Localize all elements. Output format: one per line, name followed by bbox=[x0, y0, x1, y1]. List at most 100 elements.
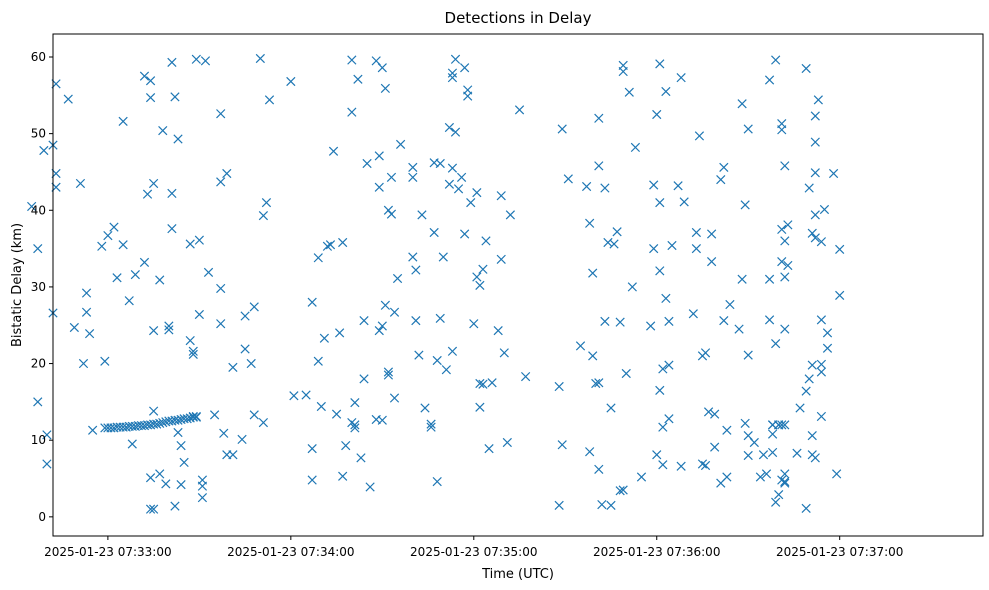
data-point bbox=[325, 240, 336, 250]
data-point bbox=[822, 343, 833, 353]
data-point bbox=[176, 440, 186, 451]
data-point bbox=[557, 440, 567, 450]
data-point bbox=[88, 425, 98, 435]
data-point bbox=[606, 500, 616, 510]
data-point bbox=[777, 224, 787, 235]
data-point bbox=[341, 440, 351, 451]
data-point bbox=[667, 240, 677, 251]
data-point bbox=[725, 299, 735, 310]
data-point bbox=[780, 272, 790, 282]
data-point bbox=[575, 341, 586, 351]
data-point bbox=[374, 151, 384, 161]
data-point bbox=[130, 270, 140, 280]
data-point bbox=[658, 460, 668, 470]
data-point bbox=[777, 119, 787, 129]
data-point bbox=[152, 419, 162, 429]
data-point bbox=[664, 414, 674, 424]
data-point bbox=[142, 189, 153, 199]
chart-title: Detections in Delay bbox=[445, 9, 592, 27]
data-point bbox=[456, 172, 467, 182]
data-point bbox=[557, 124, 567, 134]
data-point bbox=[389, 393, 400, 403]
data-point bbox=[780, 476, 790, 487]
data-point bbox=[188, 412, 198, 422]
data-point bbox=[807, 360, 817, 370]
data-point bbox=[771, 497, 781, 507]
data-point bbox=[777, 420, 787, 430]
data-point bbox=[453, 184, 464, 194]
data-point bbox=[417, 210, 427, 220]
x-tick-label: 2025-01-23 07:34:00 bbox=[227, 545, 354, 559]
data-point bbox=[450, 54, 461, 64]
data-point bbox=[155, 275, 165, 285]
data-point bbox=[780, 324, 790, 334]
data-point bbox=[188, 349, 198, 359]
data-point bbox=[816, 315, 827, 325]
data-point bbox=[774, 489, 784, 500]
data-point bbox=[450, 127, 461, 137]
data-point bbox=[520, 371, 531, 382]
data-point bbox=[810, 453, 820, 463]
data-point bbox=[777, 256, 787, 267]
data-point bbox=[661, 293, 671, 304]
data-point bbox=[749, 437, 759, 448]
data-point bbox=[691, 227, 702, 238]
data-point bbox=[438, 252, 448, 262]
data-point bbox=[426, 422, 436, 432]
data-point bbox=[441, 365, 451, 375]
data-point bbox=[612, 227, 622, 237]
data-point bbox=[664, 360, 674, 370]
data-point bbox=[706, 229, 717, 239]
data-point bbox=[313, 356, 323, 366]
data-point bbox=[127, 439, 137, 449]
data-point bbox=[649, 180, 659, 190]
data-point bbox=[655, 385, 665, 396]
data-point bbox=[167, 57, 177, 67]
data-point bbox=[792, 448, 802, 458]
data-point bbox=[804, 374, 814, 384]
data-point bbox=[408, 172, 418, 182]
y-tick-label: 30 bbox=[31, 280, 46, 294]
data-point bbox=[411, 316, 421, 326]
data-point bbox=[737, 274, 747, 284]
plot-area-frame bbox=[52, 33, 984, 537]
data-point bbox=[835, 290, 845, 300]
data-point bbox=[649, 243, 659, 254]
data-point bbox=[460, 63, 470, 73]
data-point bbox=[313, 253, 323, 263]
data-point bbox=[118, 240, 128, 250]
data-point bbox=[377, 415, 387, 425]
data-point bbox=[496, 191, 506, 201]
data-point bbox=[109, 222, 119, 232]
data-point bbox=[167, 224, 177, 234]
data-point bbox=[630, 142, 641, 153]
data-point bbox=[97, 241, 107, 251]
data-point bbox=[499, 348, 509, 358]
data-point bbox=[246, 358, 256, 369]
data-point bbox=[334, 328, 345, 338]
data-point bbox=[563, 174, 573, 184]
data-point bbox=[679, 197, 689, 207]
data-point bbox=[112, 273, 122, 283]
data-point bbox=[216, 109, 226, 119]
data-point bbox=[185, 239, 195, 249]
data-point bbox=[429, 227, 439, 238]
data-point bbox=[444, 122, 455, 133]
data-point bbox=[356, 453, 366, 463]
data-point bbox=[828, 168, 839, 179]
data-point bbox=[807, 228, 817, 238]
data-point bbox=[502, 437, 512, 448]
y-tick-label: 60 bbox=[31, 50, 46, 64]
data-point bbox=[594, 161, 604, 171]
data-point bbox=[307, 475, 317, 485]
data-point bbox=[185, 335, 195, 346]
data-point bbox=[783, 220, 793, 230]
data-point bbox=[395, 139, 406, 149]
data-point bbox=[365, 482, 375, 492]
data-point bbox=[710, 409, 720, 419]
data-point bbox=[816, 411, 827, 422]
data-point bbox=[767, 429, 778, 439]
data-point bbox=[618, 485, 628, 495]
data-point bbox=[801, 63, 811, 74]
x-axis-label: Time (UTC) bbox=[481, 567, 554, 582]
